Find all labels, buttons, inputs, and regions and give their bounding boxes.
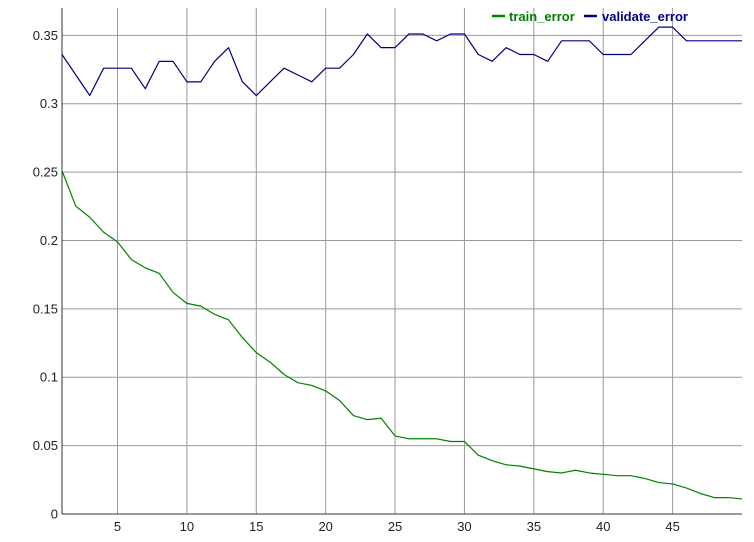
legend-label-train_error: train_error [509, 9, 575, 24]
y-tick-label: 0.05 [33, 438, 58, 453]
axes: 5 10 15 20 25 30 35 40 45 0 0.05 0.1 0.15 0.2 0.25 0.3 0… [33, 8, 742, 534]
series-line-validate_error [61, 26, 742, 97]
x-tick-label: 30 [457, 519, 471, 534]
x-tick-label: 5 [114, 519, 121, 534]
y-tick-label: 0 [51, 507, 58, 522]
y-tick-label: 0.35 [33, 28, 58, 43]
y-tick-label: 0.15 [33, 301, 58, 316]
legend-label-validate_error: validate_error [602, 9, 688, 24]
series-line-train_error [61, 170, 743, 500]
x-tick-label: 25 [388, 519, 402, 534]
x-tick-label: 15 [249, 519, 263, 534]
y-tick-label: 0.1 [40, 370, 58, 385]
legend: train_error validate_error [492, 9, 688, 24]
y-tick-label: 0.2 [40, 233, 58, 248]
x-tick-label: 20 [318, 519, 332, 534]
x-tick-label: 10 [180, 519, 194, 534]
grid [62, 8, 742, 515]
x-tick-label: 40 [596, 519, 610, 534]
x-tick-label: 45 [665, 519, 679, 534]
x-tick-label: 35 [527, 519, 541, 534]
y-tick-label: 0.3 [40, 96, 58, 111]
y-tick-label: 0.25 [33, 165, 58, 180]
series-layer [61, 26, 743, 500]
